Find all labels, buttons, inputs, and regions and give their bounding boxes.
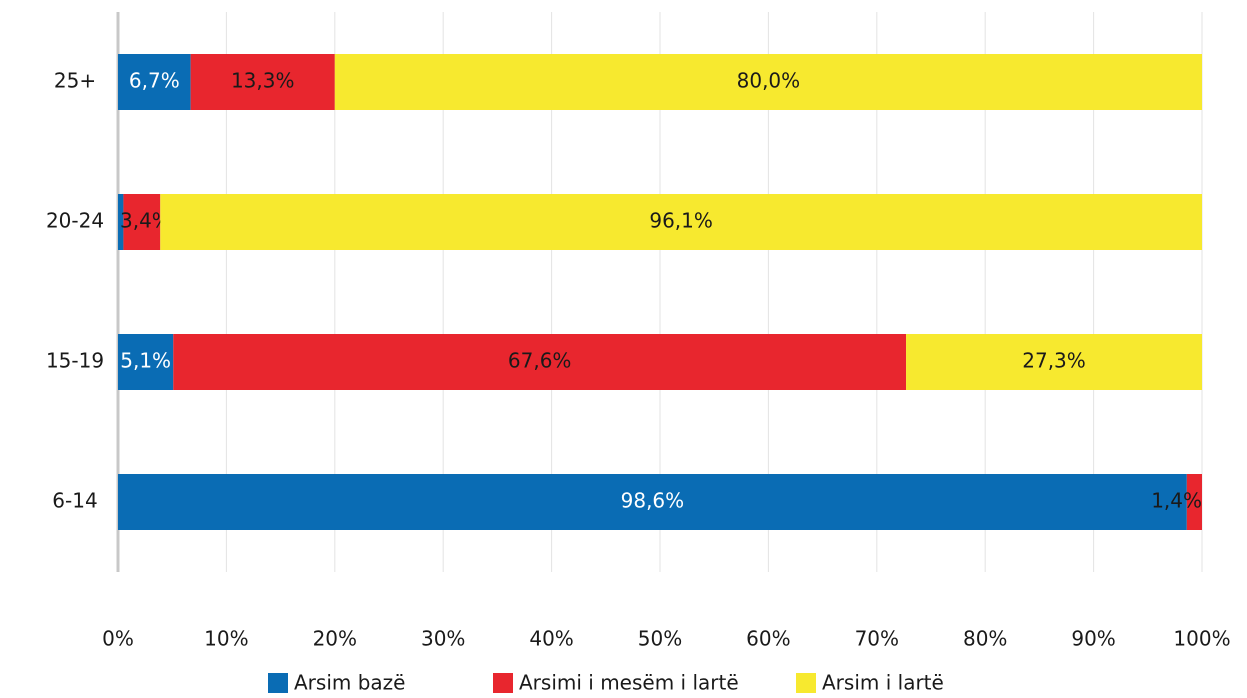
- x-tick-label: 30%: [421, 627, 465, 651]
- data-label: 67,6%: [508, 349, 572, 373]
- legend-label: Arsim i lartë: [822, 671, 944, 695]
- y-tick-label: 6-14: [52, 489, 97, 513]
- y-tick-label: 25+: [54, 69, 96, 93]
- x-tick-label: 100%: [1173, 627, 1230, 651]
- x-tick-label: 70%: [855, 627, 899, 651]
- y-tick-label: 20-24: [46, 209, 104, 233]
- legend-label: Arsimi i mesëm i lartë: [519, 671, 739, 695]
- legend-swatch: [796, 673, 816, 693]
- legend-swatch: [493, 673, 513, 693]
- bar-segment: [190, 54, 335, 110]
- data-label: 98,6%: [621, 489, 685, 513]
- bar-segment: [160, 194, 1202, 250]
- x-tick-label: 90%: [1071, 627, 1115, 651]
- bar-segment: [118, 334, 174, 390]
- data-label: 1,4%: [1151, 489, 1202, 513]
- data-label: 13,3%: [231, 69, 295, 93]
- bar-segment: [906, 334, 1202, 390]
- data-label: 27,3%: [1022, 349, 1086, 373]
- x-tick-label: 20%: [313, 627, 357, 651]
- bar-segment: [118, 54, 191, 110]
- data-label: 6,7%: [129, 69, 180, 93]
- bar-segment: [173, 334, 907, 390]
- data-label: 80,0%: [737, 69, 801, 93]
- legend-label: Arsim bazë: [294, 671, 405, 695]
- x-tick-label: 60%: [746, 627, 790, 651]
- y-tick-label: 15-19: [46, 349, 104, 373]
- bar-segment: [334, 54, 1202, 110]
- data-label: 96,1%: [649, 209, 713, 233]
- bar-segment: [1186, 474, 1202, 530]
- bar-segment: [118, 194, 124, 250]
- x-tick-label: 80%: [963, 627, 1007, 651]
- x-tick-label: 50%: [638, 627, 682, 651]
- x-tick-label: 40%: [529, 627, 573, 651]
- bar-segment: [123, 194, 161, 250]
- x-tick-label: 0%: [102, 627, 134, 651]
- legend-swatch: [268, 673, 288, 693]
- bar-segment: [118, 474, 1187, 530]
- data-label: 5,1%: [120, 349, 171, 373]
- x-tick-label: 10%: [204, 627, 248, 651]
